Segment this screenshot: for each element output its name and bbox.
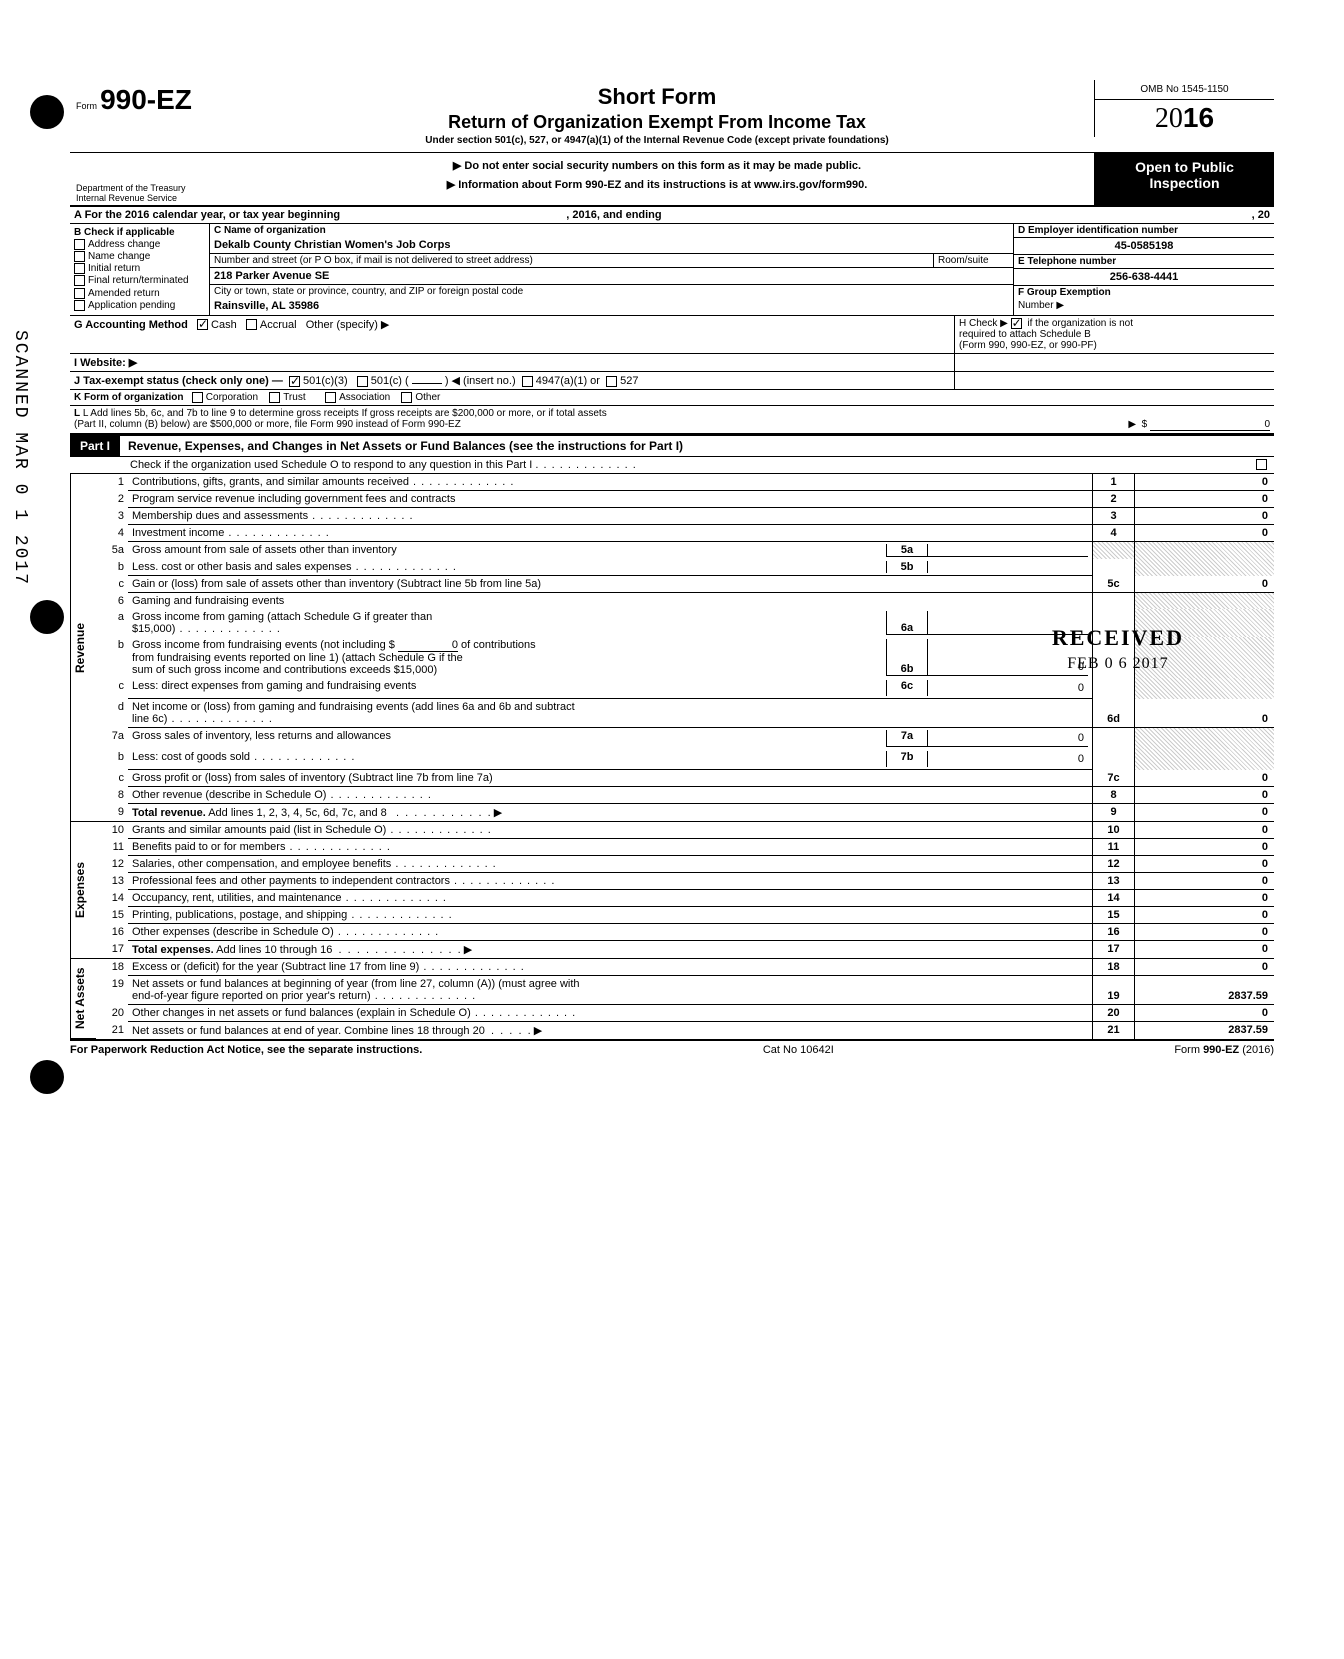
- city-label: City or town, state or province, country…: [210, 285, 1013, 298]
- chk-corp[interactable]: [192, 392, 203, 403]
- row-k: K Form of organization Corporation Trust…: [70, 390, 1274, 406]
- chk-schedule-b[interactable]: [1011, 318, 1022, 329]
- section-a: A For the 2016 calendar year, or tax yea…: [70, 207, 1274, 224]
- phone-value: 256-638-4441: [1014, 269, 1274, 286]
- sched-o-row: Check if the organization used Schedule …: [70, 457, 1274, 474]
- chk-other-org[interactable]: [401, 392, 412, 403]
- punch-hole: [30, 1060, 64, 1094]
- chk-sched-o[interactable]: [1256, 459, 1267, 470]
- punch-hole: [30, 600, 64, 634]
- short-form-title: Short Form: [230, 84, 1084, 110]
- dept-block: Department of the Treasury Internal Reve…: [70, 153, 220, 205]
- expenses-section: Expenses 10Grants and similar amounts pa…: [70, 822, 1274, 959]
- received-stamp: RECEIVED FEB 0 6 2017: [1052, 625, 1184, 673]
- open-public-badge: Open to Public Inspection: [1094, 153, 1274, 205]
- title-block: Short Form Return of Organization Exempt…: [220, 80, 1094, 152]
- dept-treasury: Department of the Treasury: [76, 183, 214, 193]
- footer-left: For Paperwork Reduction Act Notice, see …: [70, 1044, 422, 1056]
- chk-501c[interactable]: [357, 376, 368, 387]
- col-b-label: B Check if applicable: [74, 227, 205, 238]
- header-row-2: Department of the Treasury Internal Reve…: [70, 153, 1274, 207]
- chk-501c3[interactable]: [289, 376, 300, 387]
- open-public-1: Open to Public: [1099, 159, 1270, 175]
- chk-amended[interactable]: Amended return: [74, 288, 205, 299]
- omb-number: OMB No 1545-1150: [1095, 80, 1274, 100]
- l-amount: 0: [1150, 419, 1270, 431]
- room-label: Room/suite: [933, 254, 1013, 267]
- irs: Internal Revenue Service: [76, 193, 214, 203]
- l-text2: (Part II, column (B) below) are $500,000…: [74, 419, 461, 430]
- row-g: G Accounting Method Cash Accrual Other (…: [70, 316, 954, 353]
- chk-4947[interactable]: [522, 376, 533, 387]
- k-label: K Form of organization: [74, 392, 183, 403]
- form-number: 990-EZ: [100, 84, 192, 115]
- col-b: B Check if applicable Address change Nam…: [70, 224, 210, 315]
- row-i: I Website: ▶: [70, 354, 1274, 372]
- scanned-stamp: SCANNED MAR 0 1 2017: [10, 330, 30, 586]
- chk-cash[interactable]: [197, 319, 208, 330]
- side-revenue: Revenue: [70, 474, 96, 822]
- side-net-assets: Net Assets: [70, 959, 96, 1039]
- col-cdef: C Name of organization Dekalb County Chr…: [210, 224, 1274, 315]
- chk-527[interactable]: [606, 376, 617, 387]
- chk-final-return[interactable]: Final return/terminated: [74, 275, 205, 286]
- punch-hole: [30, 95, 64, 129]
- tax-year: 2016: [1095, 100, 1274, 137]
- return-title: Return of Organization Exempt From Incom…: [230, 112, 1084, 133]
- part-1-label: Part I: [70, 436, 120, 456]
- l-text1: L Add lines 5b, 6c, and 7b to line 9 to …: [83, 408, 607, 419]
- ssn-warning: ▶ Do not enter social security numbers o…: [230, 159, 1084, 172]
- street-label: Number and street (or P O box, if mail i…: [210, 254, 933, 267]
- side-expenses: Expenses: [70, 822, 96, 959]
- group-exempt-label: F Group Exemption: [1014, 286, 1274, 299]
- part-1-header: Part I Revenue, Expenses, and Changes in…: [70, 435, 1274, 457]
- form-number-block: Form 990-EZ: [70, 80, 220, 118]
- section-a-right: , 20: [1252, 209, 1270, 221]
- received-text: RECEIVED: [1052, 625, 1184, 651]
- open-public-2: Inspection: [1099, 175, 1270, 191]
- received-date: FEB 0 6 2017: [1052, 655, 1184, 673]
- chk-address-change[interactable]: Address change: [74, 239, 205, 250]
- ein-value: 45-0585198: [1014, 238, 1274, 255]
- header-row-1: Form 990-EZ Short Form Return of Organiz…: [70, 80, 1274, 153]
- city-value: Rainsville, AL 35986: [210, 298, 1013, 314]
- identity-block: B Check if applicable Address change Nam…: [70, 224, 1274, 316]
- instructions-block: ▶ Do not enter social security numbers o…: [220, 153, 1094, 205]
- sched-o-text: Check if the organization used Schedule …: [130, 459, 532, 471]
- info-url: ▶ Information about Form 990-EZ and its …: [230, 178, 1084, 191]
- street-address: 218 Parker Avenue SE: [210, 268, 1013, 285]
- net-assets-section: Net Assets 18Excess or (deficit) for the…: [70, 959, 1274, 1039]
- section-a-left: A For the 2016 calendar year, or tax yea…: [74, 209, 340, 221]
- group-exempt-number: Number ▶: [1014, 299, 1274, 312]
- ein-label: D Employer identification number: [1014, 224, 1274, 238]
- row-l: L L Add lines 5b, 6c, and 7b to line 9 t…: [70, 406, 1274, 435]
- footer-mid: Cat No 10642I: [763, 1044, 834, 1056]
- row-j: J Tax-exempt status (check only one) — 5…: [70, 372, 1274, 390]
- j-label: J Tax-exempt status (check only one) —: [74, 375, 283, 387]
- col-c: C Name of organization Dekalb County Chr…: [210, 224, 1014, 315]
- row-h: H Check ▶ if the organization is not req…: [954, 316, 1274, 353]
- section-a-mid: , 2016, and ending: [566, 209, 661, 221]
- org-name-label: C Name of organization: [210, 224, 1013, 237]
- footer: For Paperwork Reduction Act Notice, see …: [70, 1039, 1274, 1056]
- part-1-title: Revenue, Expenses, and Changes in Net As…: [120, 437, 691, 455]
- chk-assoc[interactable]: [325, 392, 336, 403]
- chk-name-change[interactable]: Name change: [74, 251, 205, 262]
- footer-right: Form 990-EZ (2016): [1174, 1044, 1274, 1056]
- col-de: D Employer identification number 45-0585…: [1014, 224, 1274, 315]
- section-subtitle: Under section 501(c), 527, or 4947(a)(1)…: [230, 135, 1084, 146]
- chk-trust[interactable]: [269, 392, 280, 403]
- org-name: Dekalb County Christian Women's Job Corp…: [210, 237, 1013, 254]
- chk-initial-return[interactable]: Initial return: [74, 263, 205, 274]
- form-page: SCANNED MAR 0 1 2017 RECEIVED FEB 0 6 20…: [70, 80, 1274, 1056]
- chk-app-pending[interactable]: Application pending: [74, 300, 205, 311]
- row-g-h: G Accounting Method Cash Accrual Other (…: [70, 316, 1274, 354]
- phone-label: E Telephone number: [1014, 255, 1274, 269]
- omb-block: OMB No 1545-1150 2016: [1094, 80, 1274, 137]
- form-prefix: Form: [76, 101, 97, 111]
- website-label: I Website: ▶: [70, 354, 954, 371]
- g-label: G Accounting Method: [74, 319, 188, 331]
- chk-accrual[interactable]: [246, 319, 257, 330]
